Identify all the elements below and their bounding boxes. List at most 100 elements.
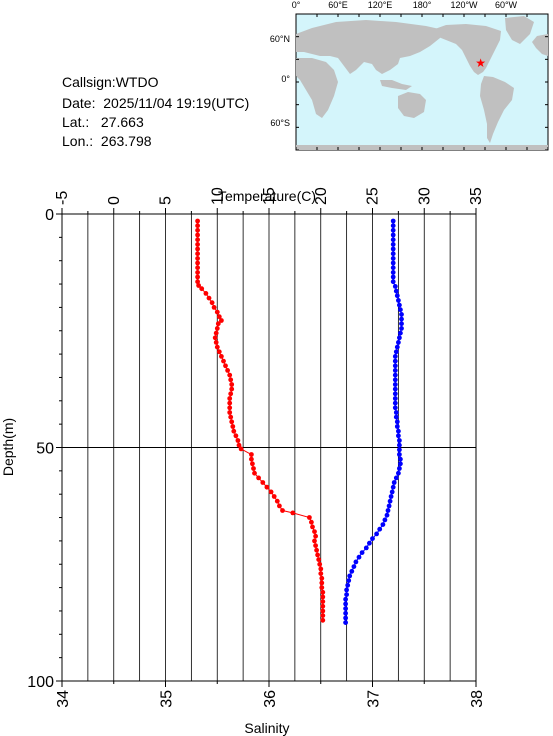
salinity-point	[392, 386, 398, 392]
lon-value: 263.798	[100, 133, 152, 149]
land-south-america	[480, 76, 514, 143]
map-left-labels: 60°N 0° 60°S	[270, 34, 291, 128]
temperature-point	[195, 274, 201, 280]
map-ticks	[295, 13, 549, 151]
temperature-point	[213, 340, 219, 345]
date-value: 2025/11/04 19:19(UTC)	[103, 95, 250, 111]
temperature-tick-label: 5	[158, 196, 175, 205]
temperature-point	[264, 484, 270, 490]
salinity-point	[392, 400, 398, 406]
salinity-point	[390, 223, 396, 229]
salinity-point	[397, 452, 402, 457]
salinity-tick-label: 38	[469, 690, 486, 708]
salinity-point	[396, 433, 401, 439]
salinity-point	[390, 227, 396, 233]
salinity-point	[390, 265, 396, 271]
salinity-point	[394, 424, 400, 429]
salinity-point	[390, 260, 396, 266]
salinity-point	[392, 391, 398, 397]
temperature-point	[195, 256, 201, 261]
temperature-point	[214, 344, 220, 350]
salinity-point	[399, 326, 404, 331]
date-line: Date: 2025/11/04 19:19(UTC)	[62, 95, 249, 111]
map-longitude-label: 60°E	[328, 0, 348, 10]
salinity-point	[393, 475, 399, 481]
salinity-point	[388, 494, 394, 499]
salinity-point	[392, 377, 398, 383]
temperature-tick-labels: -5 0 5 10 15 20 25 30 35	[54, 187, 485, 205]
salinity-point	[397, 335, 402, 341]
temperature-point	[196, 283, 202, 288]
temperature-point	[223, 363, 228, 369]
salinity-point	[386, 503, 392, 509]
temperature-tick-label: 0	[106, 196, 123, 205]
temperature-point	[319, 575, 325, 581]
salinity-point	[390, 237, 396, 243]
depth-tick-label: 50	[36, 441, 54, 458]
salinity-point	[343, 615, 348, 621]
lat-value: 27.663	[100, 114, 144, 130]
world-map: 0° 60°E 120°E 180° 120°W 60°W 60°N 0° 60°S ★	[270, 0, 549, 151]
salinity-point	[393, 349, 399, 355]
temperature-point	[315, 552, 320, 558]
map-longitude-label: 60°W	[495, 0, 518, 10]
lon-label: Lon.:	[62, 133, 94, 149]
land-australia	[398, 92, 426, 118]
salinity-point	[390, 246, 396, 252]
temperature-point	[313, 543, 318, 548]
salinity-point	[392, 368, 398, 373]
temperature-point	[309, 519, 314, 525]
salinity-point	[396, 298, 401, 303]
salinity-point	[390, 256, 396, 261]
temperature-point	[231, 428, 237, 434]
salinity-point	[392, 372, 398, 378]
temperature-point	[313, 533, 318, 539]
temperature-point	[256, 475, 261, 481]
temperature-point	[229, 386, 235, 392]
temperature-point	[249, 456, 254, 462]
temperature-point	[216, 314, 222, 320]
temperature-point	[318, 566, 324, 572]
land-greenland	[505, 16, 534, 44]
salinity-point	[351, 564, 357, 569]
salinity-point	[343, 606, 348, 611]
land-africa	[296, 58, 338, 118]
salinity-axis-label: Salinity	[244, 720, 289, 736]
temperature-point	[228, 414, 234, 420]
temperature-point	[225, 368, 231, 373]
temperature-point	[216, 349, 222, 355]
salinity-point	[392, 382, 398, 387]
temperature-point	[195, 265, 201, 271]
salinity-point	[393, 410, 399, 415]
temperature-point	[274, 498, 280, 504]
temperature-point	[317, 561, 323, 567]
temperature-point	[252, 470, 257, 476]
map-top-labels: 0° 60°E 120°E 180° 120°W 60°W	[292, 0, 518, 10]
salinity-point	[343, 596, 348, 602]
salinity-point	[377, 526, 383, 532]
map-longitude-label: 180°	[413, 0, 432, 10]
temperature-point	[213, 330, 219, 336]
temperature-point	[320, 613, 326, 618]
salinity-point	[390, 218, 396, 224]
salinity-point	[343, 610, 348, 616]
temperature-point	[316, 557, 322, 562]
temperature-point	[212, 335, 218, 341]
callsign-label: Callsign:	[62, 74, 116, 90]
temperature-point	[320, 617, 326, 623]
temperature-point	[227, 396, 233, 401]
salinity-point	[390, 279, 396, 285]
temperature-point	[236, 442, 242, 448]
temperature-point	[195, 218, 201, 224]
salinity-point	[392, 363, 398, 369]
salinity-point	[353, 559, 359, 565]
temperature-point	[312, 529, 317, 534]
temperature-point	[214, 326, 220, 331]
temperature-point	[215, 321, 221, 327]
land-europe-asia	[296, 20, 444, 74]
temperature-point	[260, 480, 266, 485]
temperature-point	[195, 242, 201, 247]
land-north-america	[432, 24, 501, 75]
temperature-tick-label: 25	[365, 187, 382, 205]
